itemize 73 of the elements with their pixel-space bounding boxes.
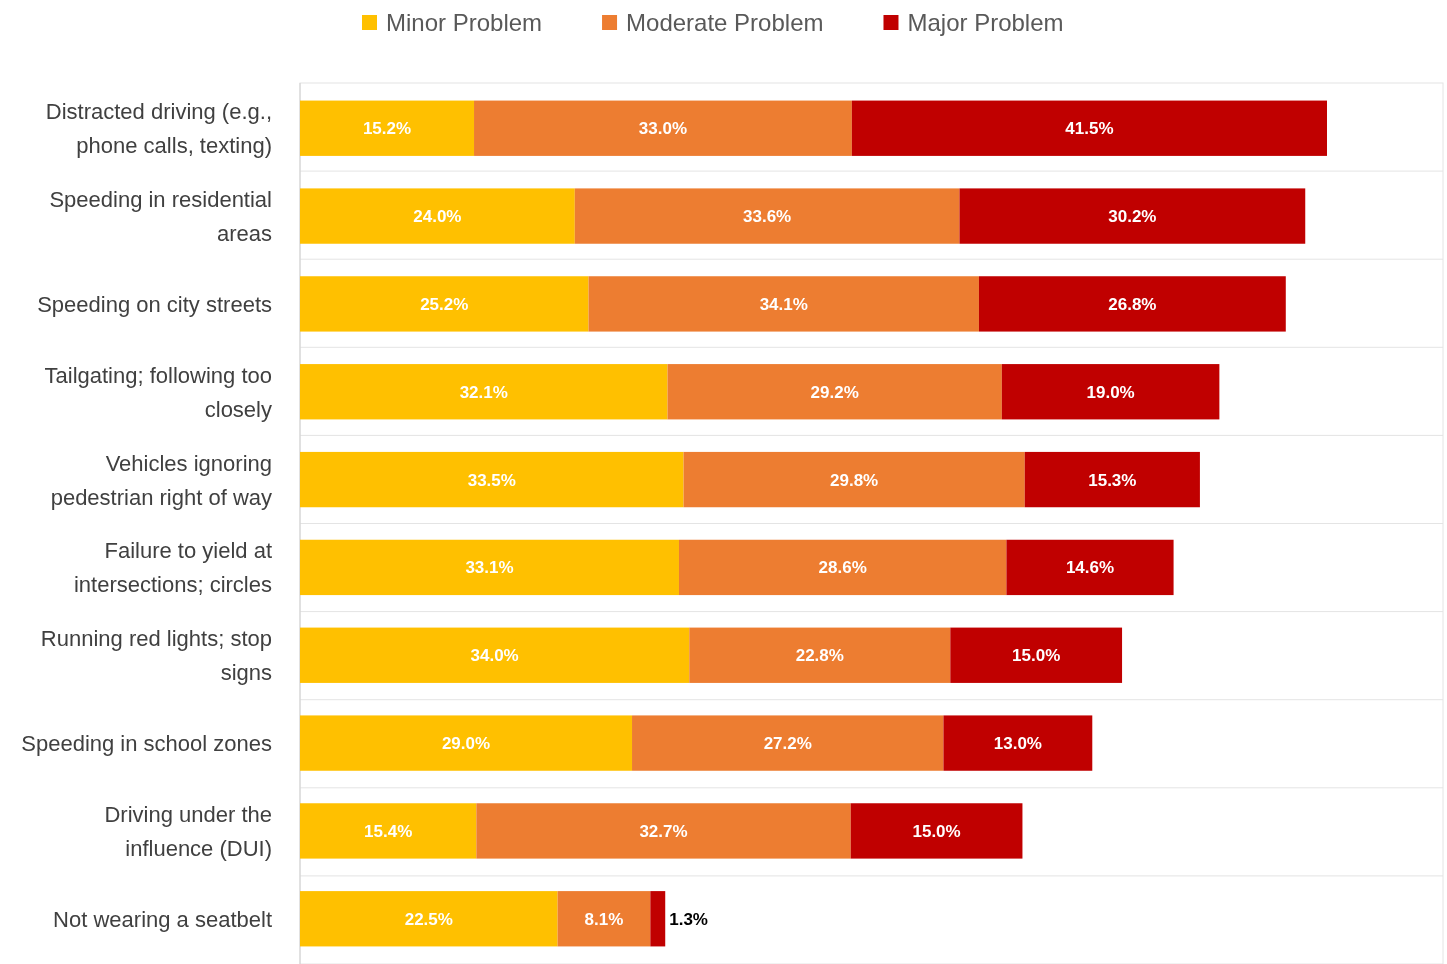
data-label: 33.5%: [467, 470, 516, 490]
data-label: 15.2%: [362, 119, 412, 139]
bar: [300, 364, 668, 420]
data-label: 15.3%: [1088, 470, 1137, 490]
data-label: 8.1%: [584, 909, 624, 929]
data-label: 25.2%: [420, 294, 469, 314]
y-tick-label: Tailgating; following too closely: [44, 362, 272, 422]
y-tick-label: Driving under the influence (DUI): [104, 801, 272, 861]
bar: [588, 276, 979, 332]
bar: [1001, 364, 1220, 420]
y-tick-label: Not wearing a seatbelt: [53, 906, 272, 932]
data-label: 28.6%: [818, 558, 867, 578]
data-label: 34.1%: [759, 294, 808, 314]
bar: [943, 715, 1093, 771]
bar: [557, 891, 651, 947]
bar: [978, 276, 1286, 332]
bar: [300, 451, 684, 508]
bar: [574, 188, 960, 244]
bar: [850, 803, 1023, 859]
data-label: 15.0%: [1012, 646, 1061, 666]
bar: [851, 100, 1327, 156]
y-tick-label: Speeding on city streets: [37, 291, 272, 317]
legend-label: Major Problem: [907, 9, 1064, 36]
data-label: 15.0%: [912, 821, 961, 841]
y-tick-label: Speeding in residential areas: [49, 187, 272, 247]
bar: [632, 715, 944, 771]
data-label: 24.0%: [413, 207, 462, 227]
data-label: 29.2%: [810, 382, 859, 402]
data-label: 27.2%: [763, 734, 812, 754]
legend-label: Minor Problem: [386, 9, 543, 36]
bar: [959, 188, 1306, 244]
bar: [476, 803, 851, 859]
data-label: 32.7%: [639, 821, 688, 841]
bar: [300, 715, 633, 771]
bar: [678, 539, 1007, 596]
data-label: 41.5%: [1065, 119, 1114, 139]
y-tick-label: Distracted driving (e.g., phone calls, texting): [45, 99, 272, 159]
bar: [300, 627, 690, 683]
bar: [300, 539, 679, 596]
data-label: 15.4%: [364, 821, 413, 841]
bar: [300, 276, 589, 332]
data-label: 33.6%: [743, 207, 792, 227]
data-label: 29.8%: [830, 470, 879, 490]
bar: [300, 803, 477, 859]
bar: [1024, 451, 1200, 508]
y-tick-label: Running red lights; stop signs: [40, 626, 272, 686]
y-tick-label: Failure to yield at intersections; circles: [73, 538, 272, 598]
bar: [300, 891, 558, 947]
y-tick-label: Vehicles ignoring pedestrian right of way: [50, 450, 272, 510]
data-label: 14.6%: [1065, 558, 1115, 578]
data-label: 1.3%: [669, 909, 708, 929]
legend-label: Moderate Problem: [626, 9, 824, 36]
bar: [683, 451, 1025, 508]
bar: [300, 188, 575, 244]
bar: [300, 100, 475, 156]
bar: [474, 100, 852, 156]
data-label: 33.1%: [465, 558, 514, 578]
y-tick-label: Speeding in school zones: [21, 731, 272, 757]
bar: [950, 627, 1123, 683]
bar: [667, 364, 1002, 420]
data-label: 33.0%: [638, 119, 688, 139]
data-label: 29.0%: [441, 734, 491, 754]
data-label: 19.0%: [1086, 382, 1135, 402]
data-label: 13.0%: [993, 734, 1042, 754]
bar: [650, 891, 666, 947]
bar: [1006, 539, 1174, 596]
data-label: 32.1%: [459, 382, 508, 402]
data-label: 22.8%: [795, 646, 844, 666]
data-label: 22.5%: [404, 909, 453, 929]
data-label: 30.2%: [1108, 207, 1157, 227]
data-label: 34.0%: [470, 646, 519, 666]
data-label: 26.8%: [1108, 294, 1157, 314]
bar: [689, 627, 951, 683]
